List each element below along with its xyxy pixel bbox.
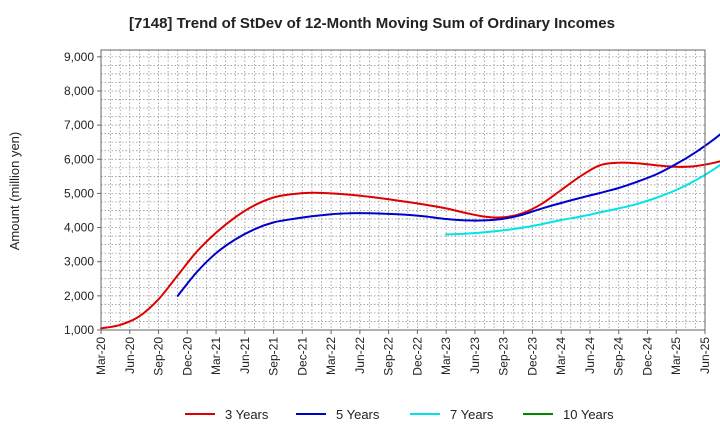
- y-tick-label: 3,000: [64, 255, 94, 269]
- x-axis-ticks: Mar-20 Jun-20 Sep-20 Dec-20 Mar-21 Jun-21 Sep-…: [94, 330, 712, 376]
- chart-title: [7148] Trend of StDev of 12-Month Moving…: [129, 15, 615, 32]
- y-tick-label: 4,000: [64, 221, 94, 235]
- x-tick-label: Sep-23: [497, 337, 511, 376]
- x-tick-label: Jun-21: [238, 337, 252, 374]
- y-tick-label: 7,000: [64, 118, 94, 132]
- y-tick-label: 2,000: [64, 289, 94, 303]
- x-tick-label: Sep-21: [267, 337, 281, 376]
- x-tick-label: Dec-24: [640, 337, 654, 376]
- x-tick-label: Dec-23: [525, 337, 539, 376]
- gridlines: [101, 50, 705, 330]
- y-tick-label: 9,000: [64, 50, 94, 64]
- x-tick-label: Mar-20: [94, 337, 108, 375]
- series-line-5-years: [176, 133, 720, 297]
- x-tick-label: Dec-20: [180, 337, 194, 376]
- x-tick-label: Sep-24: [612, 337, 626, 376]
- legend-label-3-years: 3 Years: [225, 407, 269, 422]
- x-tick-label: Mar-21: [209, 337, 223, 375]
- y-tick-label: 8,000: [64, 84, 94, 98]
- x-tick-label: Mar-22: [324, 337, 338, 375]
- x-tick-label: Jun-24: [583, 337, 597, 374]
- x-tick-label: Mar-24: [554, 337, 568, 375]
- series-lines: [100, 133, 720, 330]
- series-line-3-years: [100, 160, 720, 330]
- legend-label-7-years: 7 Years: [450, 407, 494, 422]
- y-tick-label: 1,000: [64, 323, 94, 337]
- x-tick-label: Jun-20: [123, 337, 137, 374]
- x-tick-label: Mar-23: [439, 337, 453, 375]
- y-axis-ticks: 1,000 2,000 3,000 4,000 5,000 6,000 7,000 8,000…: [64, 50, 101, 337]
- x-tick-label: Jun-25: [698, 337, 712, 374]
- x-tick-label: Sep-20: [152, 337, 166, 376]
- x-tick-label: Jun-23: [468, 337, 482, 374]
- series-line-7-years: [445, 163, 720, 236]
- x-tick-label: Sep-22: [382, 337, 396, 376]
- x-tick-label: Dec-21: [295, 337, 309, 376]
- y-tick-label: 5,000: [64, 186, 94, 200]
- x-tick-label: Mar-25: [669, 337, 683, 375]
- y-axis-label: Amount (million yen): [7, 132, 22, 251]
- y-tick-label: 6,000: [64, 152, 94, 166]
- x-tick-label: Jun-22: [353, 337, 367, 374]
- plot-frame: [100, 49, 706, 331]
- x-tick-label: Dec-22: [410, 337, 424, 376]
- legend-label-5-years: 5 Years: [336, 407, 380, 422]
- legend-label-10-years: 10 Years: [563, 407, 614, 422]
- legend: 3 Years 5 Years 7 Years 10 Years: [185, 407, 614, 422]
